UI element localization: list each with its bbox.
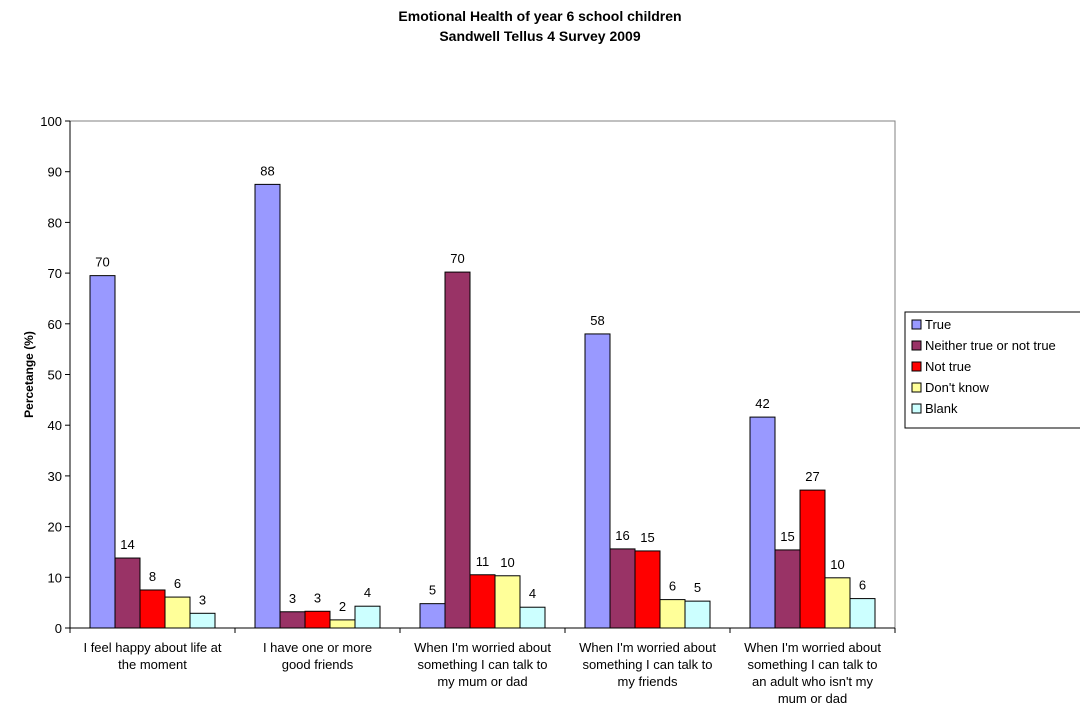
- data-label: 14: [120, 537, 134, 552]
- data-label: 58: [590, 313, 604, 328]
- data-label: 27: [805, 469, 819, 484]
- legend-label: Don't know: [925, 380, 990, 395]
- bar: [444, 271, 471, 629]
- data-label: 4: [364, 585, 371, 600]
- bar: [634, 550, 661, 629]
- y-tick-label: 20: [48, 520, 62, 535]
- data-label: 2: [339, 599, 346, 614]
- x-tick-label: an adult who isn't my: [752, 674, 873, 689]
- legend-swatch: [911, 382, 922, 393]
- x-tick-label: something I can talk to: [417, 657, 547, 672]
- bar: [329, 619, 356, 629]
- x-tick-label: my mum or dad: [437, 674, 527, 689]
- data-label: 6: [669, 579, 676, 594]
- bar: [849, 598, 876, 629]
- y-tick-label: 40: [48, 418, 62, 433]
- y-tick-label: 100: [40, 114, 62, 129]
- bar: [774, 549, 801, 629]
- chart-title-line: Emotional Health of year 6 school childr…: [398, 8, 681, 24]
- legend-box: [904, 311, 1080, 429]
- bar: [659, 599, 686, 629]
- x-tick-label: mum or dad: [778, 691, 847, 706]
- legend-swatch: [911, 340, 922, 351]
- legend-label: True: [925, 317, 951, 332]
- y-tick-label: 30: [48, 469, 62, 484]
- chart-title: Emotional Health of year 6 school childr…: [398, 8, 681, 44]
- data-label: 88: [260, 163, 274, 178]
- x-tick-label: I feel happy about life at: [83, 640, 221, 655]
- bar: [139, 589, 166, 629]
- data-label: 4: [529, 586, 536, 601]
- bar: [164, 596, 191, 629]
- y-tick-label: 60: [48, 317, 62, 332]
- data-label: 5: [429, 583, 436, 598]
- x-tick-label: something I can talk to: [747, 657, 877, 672]
- bar: [519, 606, 546, 629]
- x-tick-label: my friends: [618, 674, 678, 689]
- data-label: 10: [830, 557, 844, 572]
- legend-label: Neither true or not true: [925, 338, 1056, 353]
- data-label: 70: [450, 251, 464, 266]
- data-label: 3: [199, 592, 206, 607]
- x-tick-label: When I'm worried about: [744, 640, 881, 655]
- data-label: 15: [780, 529, 794, 544]
- legend-swatch: [911, 319, 922, 330]
- plot-area: 70 88 5 58 42 14 3 70 16 15 8 3 11 15 27 6 2 10 6 10 3 4 4 5 6: [69, 120, 896, 629]
- bar: [279, 611, 306, 629]
- y-axis-label: Percetange (%): [22, 331, 36, 418]
- x-tick-label: the moment: [118, 657, 187, 672]
- bar: [824, 577, 851, 629]
- bar: [469, 574, 496, 629]
- bar: [749, 416, 776, 629]
- y-tick-label: 0: [55, 621, 62, 636]
- data-label: 8: [149, 569, 156, 584]
- bar: [304, 610, 331, 629]
- y-tick-label: 70: [48, 266, 62, 281]
- legend-label: Blank: [925, 401, 958, 416]
- legend: True Neither true or not true Not true Don'…: [904, 311, 1080, 429]
- legend-label: Not true: [925, 359, 971, 374]
- bar: [354, 605, 381, 629]
- data-label: 6: [859, 578, 866, 593]
- bar: [114, 557, 141, 629]
- data-label: 11: [476, 554, 490, 569]
- bar: [254, 183, 281, 629]
- x-tick-label: When I'm worried about: [414, 640, 551, 655]
- data-label: 3: [314, 590, 321, 605]
- bar: [494, 575, 521, 629]
- y-tick-label: 50: [48, 368, 62, 383]
- x-tick-label: I have one or more: [263, 640, 372, 655]
- y-tick-label: 90: [48, 165, 62, 180]
- bar: [684, 600, 711, 629]
- bar: [799, 489, 826, 629]
- axes: 0 10 20 30 40 50 60 70 80 90 100 I feel happy about…: [22, 114, 896, 706]
- data-label: 42: [755, 396, 769, 411]
- bar: [189, 612, 216, 629]
- bar: [584, 333, 611, 629]
- data-label: 10: [500, 555, 514, 570]
- y-tick-label: 80: [48, 215, 62, 230]
- y-tick-label: 10: [48, 570, 62, 585]
- x-tick-label: something I can talk to: [582, 657, 712, 672]
- data-label: 5: [694, 580, 701, 595]
- legend-swatch: [911, 361, 922, 372]
- data-label: 3: [289, 591, 296, 606]
- chart-title-line: Sandwell Tellus 4 Survey 2009: [439, 28, 640, 44]
- x-tick-label: good friends: [282, 657, 354, 672]
- x-tick-label: When I'm worried about: [579, 640, 716, 655]
- data-label: 6: [174, 576, 181, 591]
- bar: [89, 275, 116, 629]
- legend-swatch: [911, 403, 922, 414]
- data-label: 15: [640, 530, 654, 545]
- data-label: 16: [615, 528, 629, 543]
- data-label: 70: [95, 255, 109, 270]
- bar: [609, 548, 636, 629]
- bar: [419, 603, 446, 629]
